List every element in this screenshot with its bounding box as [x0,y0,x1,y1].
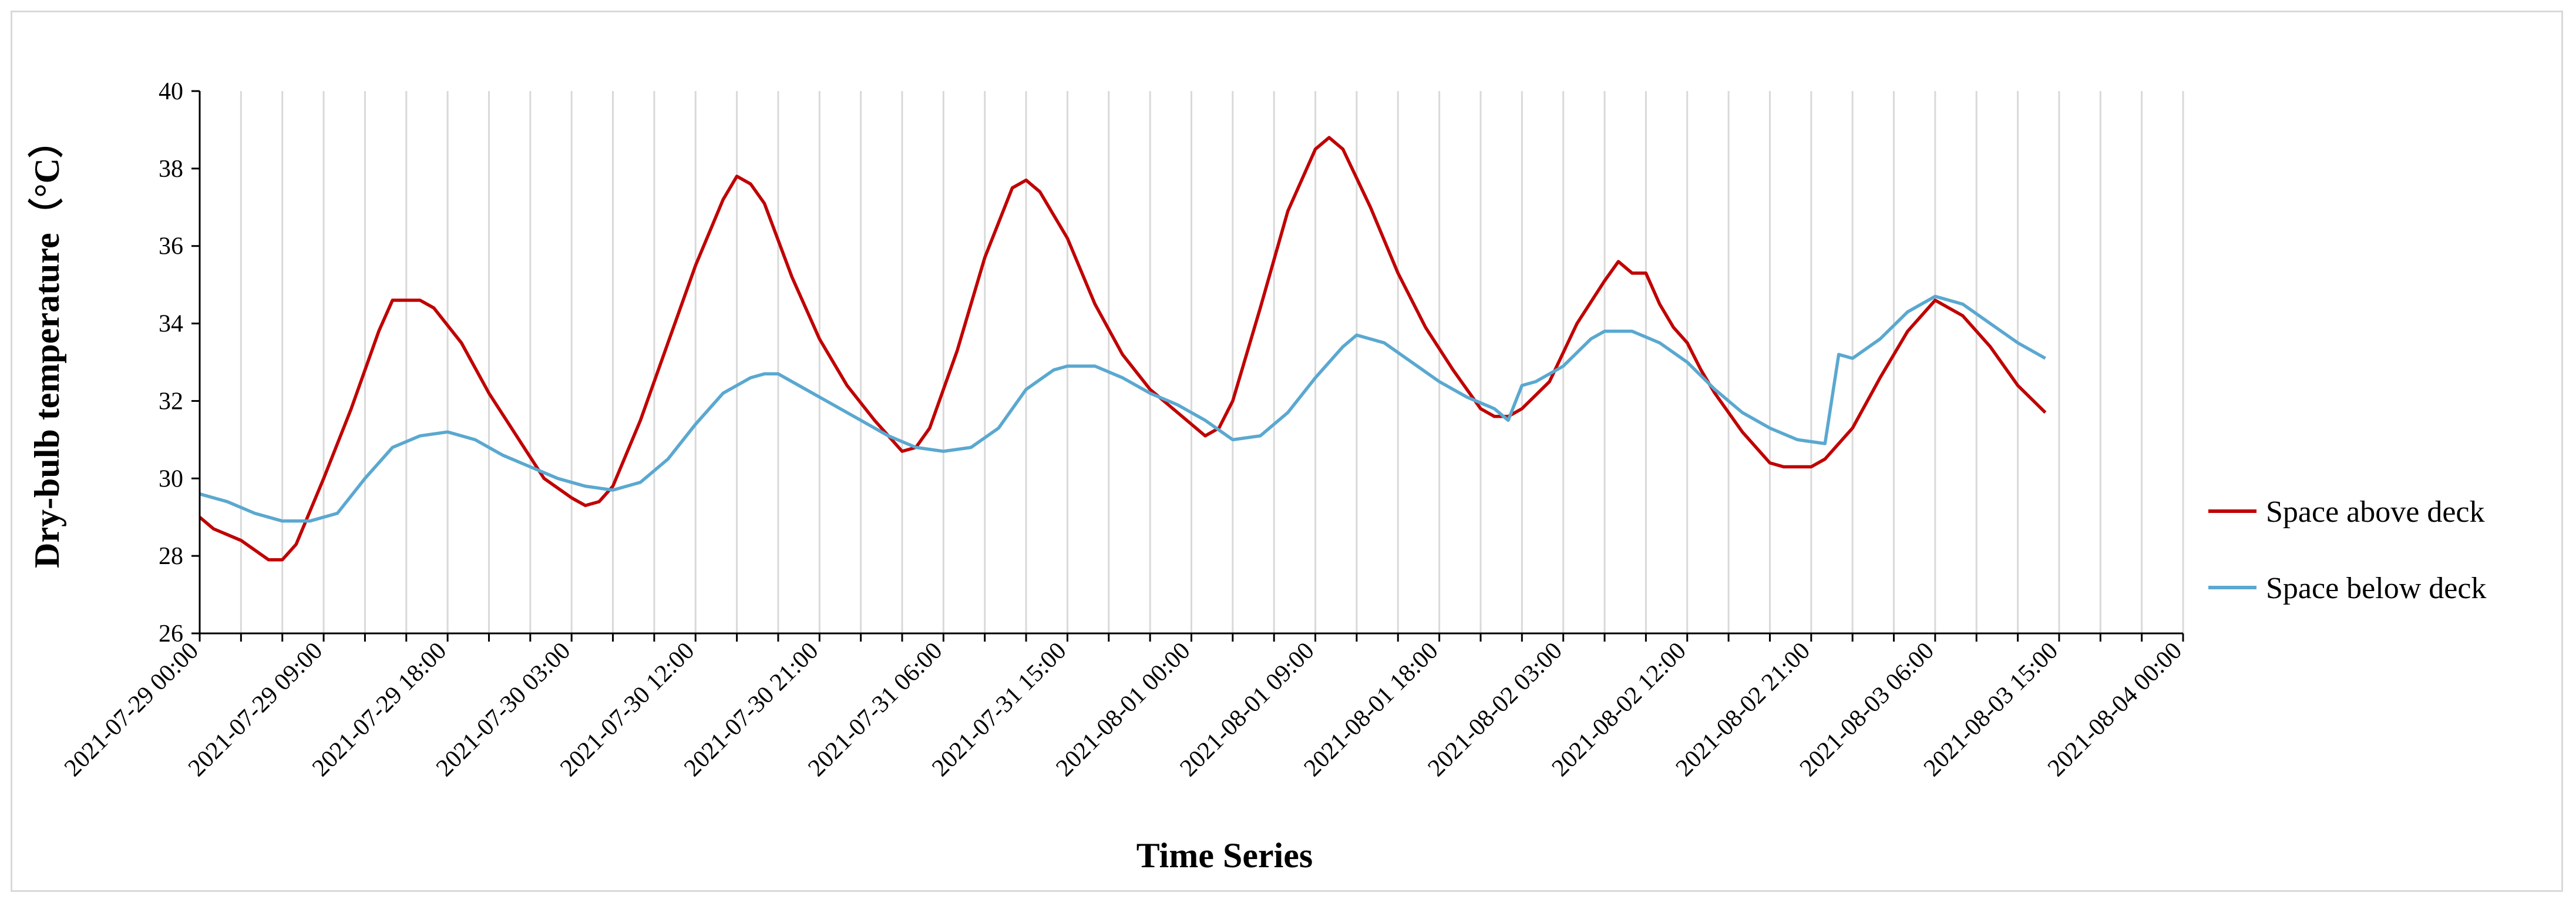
x-tick-label: 2021-08-03 15:00 [1919,637,2063,782]
x-tick-label: 2021-08-04 00:00 [2043,637,2187,782]
y-tick-label: 38 [159,156,183,183]
gridlines [240,91,2184,633]
series-line [199,136,2047,562]
x-tick-label: 2021-08-02 12:00 [1547,637,1691,782]
chart-frame [11,11,2563,892]
x-tick-label: 2021-07-29 18:00 [307,637,452,782]
x-tick-label: 2021-07-30 03:00 [431,637,576,782]
x-tick-label: 2021-07-30 21:00 [679,637,823,782]
axes [191,90,2184,642]
x-axis-title: Time Series [1136,836,1313,875]
y-tick-labels: 26 28 30 32 34 36 38 40 [159,78,183,647]
y-tick-label: 26 [159,620,183,647]
legend-label: Space below deck [2266,572,2486,605]
legend-label: Space above deck [2266,495,2484,529]
series-lines [199,136,2047,562]
x-tick-label: 2021-08-02 21:00 [1671,637,1815,782]
x-tick-label: 2021-08-01 00:00 [1051,637,1195,782]
x-tick-label: 2021-08-03 06:00 [1795,637,1939,782]
y-tick-label: 40 [159,78,183,105]
x-tick-label: 2021-07-31 06:00 [803,637,947,782]
x-tick-label: 2021-07-29 09:00 [183,637,328,782]
x-tick-label: 2021-08-02 03:00 [1423,637,1568,782]
x-tick-label: 2021-08-01 09:00 [1175,637,1319,782]
x-tick-label: 2021-08-01 18:00 [1299,637,1444,782]
y-tick-label: 28 [159,543,183,570]
y-tick-label: 36 [159,233,183,260]
legend: Space above deck Space below deck [2208,495,2486,605]
y-tick-label: 34 [159,311,183,338]
x-tick-label: 2021-07-29 00:00 [59,637,204,782]
x-tick-label: 2021-07-31 15:00 [927,637,1071,782]
series-line [199,294,2046,523]
y-axis-title: Dry-bulb temperature（°C） [27,123,66,568]
y-tick-label: 30 [159,465,183,492]
x-tick-label: 2021-07-30 12:00 [555,637,700,782]
y-tick-label: 32 [159,388,183,415]
